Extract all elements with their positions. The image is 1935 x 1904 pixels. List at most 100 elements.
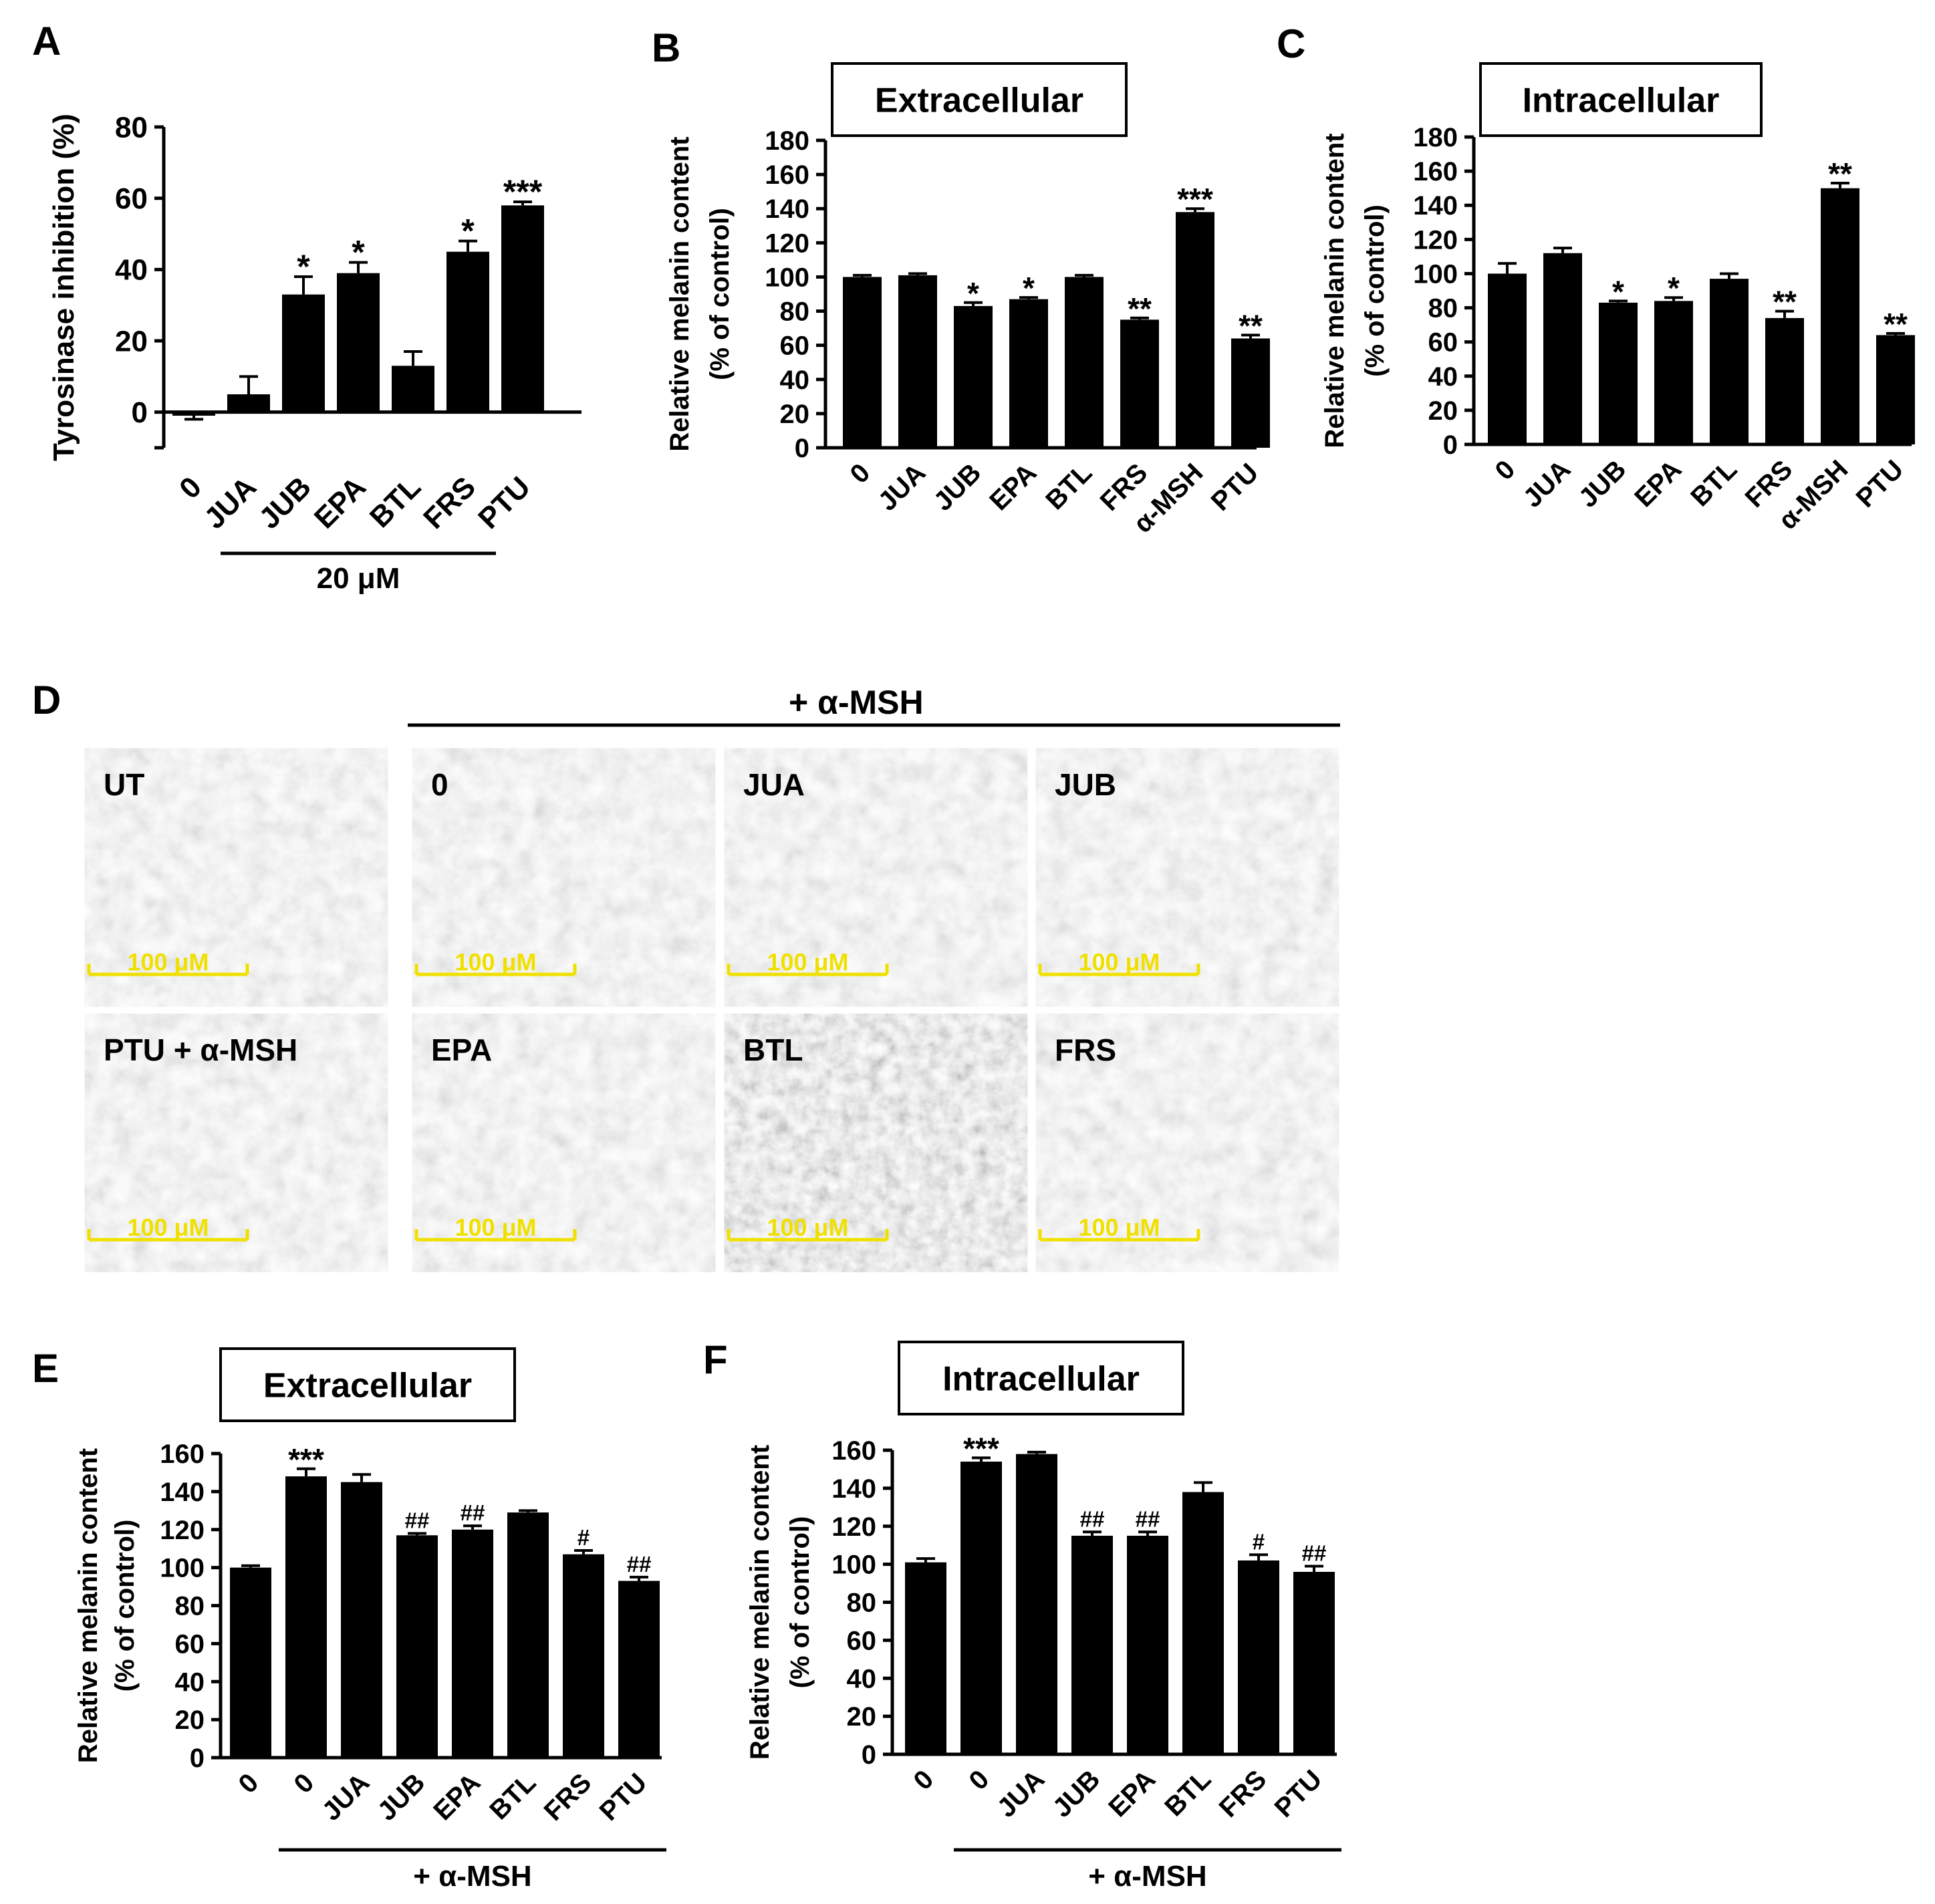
x-tick-label: EPA xyxy=(1629,454,1687,513)
y-tick-label: 120 xyxy=(765,229,809,258)
y-tick-label: 140 xyxy=(160,1478,205,1507)
x-tick-label: PTU xyxy=(472,470,537,535)
x-tick-label: BTL xyxy=(1159,1764,1216,1822)
micrograph-tile: EPA 100 μM xyxy=(410,1011,718,1274)
micrograph-tile: JUB 100 μM xyxy=(1033,746,1341,1009)
scale-bar-label: 100 μM xyxy=(455,1214,536,1241)
y-tick-label: 100 xyxy=(160,1554,205,1583)
chart-title: Extracellular xyxy=(263,1367,472,1405)
x-tick-label: JUA xyxy=(1518,454,1577,513)
y-tick-label: 20 xyxy=(175,1706,205,1735)
chart-title-box xyxy=(831,62,1128,137)
significance-label: * xyxy=(1023,271,1035,305)
x-tick-label: 0 xyxy=(173,470,208,505)
significance-label: *** xyxy=(288,1442,324,1477)
x-tick-label: EPA xyxy=(428,1768,486,1826)
y-tick-label: 160 xyxy=(831,1436,876,1466)
y-tick-label: 60 xyxy=(1428,328,1458,358)
x-tick-label: JUA xyxy=(992,1764,1051,1823)
micrograph-label: PTU + α-MSH xyxy=(104,1033,297,1067)
chart-extracellular-e: Extracellular 0 20 40 60 80 100 120 140 160 Relati… xyxy=(74,1347,666,1893)
significance-label: * xyxy=(1668,271,1680,305)
significance-label: *** xyxy=(503,173,543,211)
scale-bar-label: 100 μM xyxy=(127,1214,209,1241)
bar xyxy=(337,273,380,412)
bar xyxy=(507,1512,549,1758)
significance-label: * xyxy=(967,276,979,311)
significance-label: ## xyxy=(1302,1541,1327,1566)
micrograph-border xyxy=(410,746,718,1009)
bar xyxy=(898,275,937,448)
y-tick-label: 100 xyxy=(1413,259,1458,289)
scale-bar-label: 100 μM xyxy=(127,948,209,976)
x-tick-label: EPA xyxy=(308,470,372,535)
micrograph-tile: PTU + α-MSH 100 μM xyxy=(82,1011,390,1274)
bar xyxy=(1182,1492,1224,1754)
y-tick-label: 180 xyxy=(1413,123,1458,152)
y-tick-label: 20 xyxy=(847,1702,877,1732)
group-label: + α-MSH xyxy=(1088,1860,1206,1893)
micrograph-label: JUB xyxy=(1055,767,1116,802)
scale-bar-label: 100 μM xyxy=(455,948,536,976)
bar xyxy=(230,1567,271,1758)
bar xyxy=(1231,338,1270,448)
chart-title-box xyxy=(219,1347,516,1422)
micrograph-header: + α-MSH xyxy=(789,684,924,721)
chart-intracellular-c: Intracellular 0 20 40 60 80 100 120 140 160 180 Rel… xyxy=(1320,62,1915,535)
chart-title: Intracellular xyxy=(942,1360,1140,1399)
bar xyxy=(1765,317,1804,444)
significance-label: # xyxy=(1253,1530,1265,1554)
y-tick-label: 100 xyxy=(765,263,809,292)
bar xyxy=(1176,212,1214,448)
micrograph-tile: JUA 100 μM xyxy=(722,746,1030,1009)
bar xyxy=(1710,279,1749,444)
y-tick-label: 160 xyxy=(1413,157,1458,186)
micrograph-border xyxy=(722,1011,1030,1274)
y-tick-label: 180 xyxy=(765,126,809,156)
bar xyxy=(1065,277,1104,448)
significance-label: *** xyxy=(963,1431,999,1466)
bar xyxy=(1238,1560,1279,1754)
y-tick-label: 140 xyxy=(1413,191,1458,221)
x-tick-label: PTU xyxy=(594,1768,653,1826)
y-tick-label: 80 xyxy=(1428,294,1458,323)
scale-bar-label: 100 μM xyxy=(767,1214,848,1241)
bar xyxy=(1876,335,1915,444)
x-tick-label: BTL xyxy=(1685,454,1743,512)
y-axis-label-line2: (% of control) xyxy=(1360,205,1390,377)
micrograph-border xyxy=(410,1011,718,1274)
significance-label: ** xyxy=(1884,307,1908,342)
micrograph-border xyxy=(82,746,390,1009)
bar xyxy=(446,251,489,412)
bar xyxy=(1127,1535,1168,1754)
bar xyxy=(563,1554,604,1758)
bar xyxy=(1654,301,1693,444)
bar xyxy=(618,1581,660,1758)
micrograph-tile: BTL 100 μM xyxy=(722,1011,1030,1274)
y-tick-label: 40 xyxy=(115,254,148,287)
micrograph-border xyxy=(1033,1011,1341,1274)
chart-title: Extracellular xyxy=(875,82,1083,120)
chart-intracellular-f: Intracellular 0 20 40 60 80 100 120 140 160 Relati… xyxy=(745,1341,1341,1893)
x-tick-label: 0 xyxy=(845,458,876,489)
y-tick-label: 160 xyxy=(765,160,809,190)
y-tick-label: 60 xyxy=(175,1629,205,1659)
y-tick-label: 20 xyxy=(115,325,148,358)
y-tick-label: 0 xyxy=(190,1744,205,1773)
y-tick-label: 40 xyxy=(175,1667,205,1697)
y-tick-label: 120 xyxy=(160,1516,205,1545)
y-tick-label: 80 xyxy=(175,1592,205,1621)
micrograph-image xyxy=(1035,747,1340,1008)
y-tick-label: 120 xyxy=(831,1512,876,1542)
y-axis-label: Tyrosinase inhibition (%) xyxy=(47,114,80,461)
y-axis-label-line2: (% of control) xyxy=(705,208,735,380)
panel-label-b: B xyxy=(652,25,680,70)
y-tick-label: 60 xyxy=(780,331,810,361)
x-tick-label: BTL xyxy=(364,470,427,534)
y-tick-label: 40 xyxy=(780,366,810,395)
micrograph-label: UT xyxy=(104,767,144,802)
significance-label: # xyxy=(577,1526,590,1550)
x-tick-label: JUB xyxy=(253,470,317,535)
micrograph-label: FRS xyxy=(1055,1033,1116,1067)
